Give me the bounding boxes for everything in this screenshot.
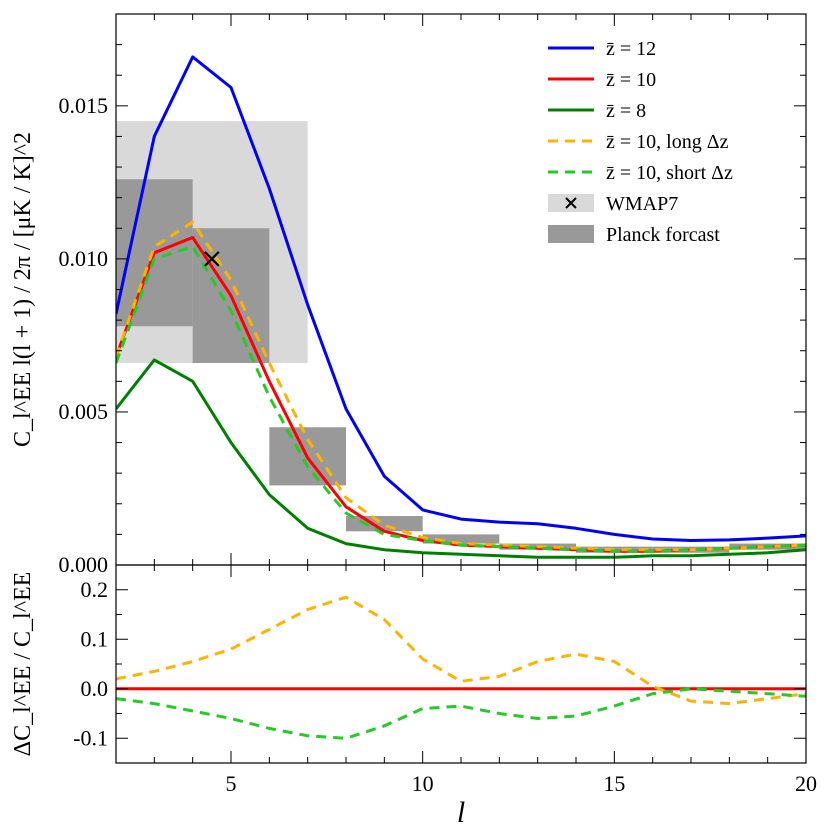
top-panel-ticks: 0.000 0.005 0.010 0.015 [59,14,807,577]
legend-label: z̄ = 10 [606,69,656,91]
y-tick-label: 0.0 [81,676,109,701]
y-tick-label: 0.000 [59,552,109,577]
difference-lines [116,595,806,740]
legend-item: WMAP7 [548,193,678,215]
x-tick-label: 20 [795,771,817,796]
series-z10-short-dz-line [116,245,806,553]
x-tick-label: 10 [412,771,434,796]
legend-label: z̄ = 8 [606,100,646,122]
difference-long-dz-line [116,595,806,706]
top-y-axis-label: C_l^EE l(l + 1) / 2π / [μK / K]^2 [10,132,36,447]
legend-item: z̄ = 10, short Δz [548,162,733,184]
y-tick-label: 0.015 [59,93,109,118]
spectrum-lines [116,55,806,559]
x-tick-label: 5 [226,771,237,796]
y-tick-label: 0.010 [59,246,109,271]
y-tick-label: 0.005 [59,399,109,424]
wmap7-data-point [204,251,220,267]
planck-forecast-box [422,534,500,544]
y-tick-label: -0.1 [73,725,108,750]
y-tick-label: 0.1 [81,626,109,651]
wmap7-marker [204,251,220,267]
series-z8-line [116,358,806,559]
bottom-panel-relative-difference: 5 10 15 20 -0.1 0.0 0.1 0.2 ΔC_l^EE / C_l^EE l [10,564,817,829]
y-tick-label: 0.2 [81,577,109,602]
planck-forecast-box [346,516,423,532]
error-boxes [116,121,806,553]
bottom-y-axis-label: ΔC_l^EE / C_l^EE [10,572,36,757]
legend-item: Planck forcast [548,224,720,246]
difference-short-dz-line [116,687,806,740]
bottom-panel-frame [115,564,807,764]
bottom-panel-ticks: 5 10 15 20 -0.1 0.0 0.1 0.2 [73,565,817,796]
legend-item: z̄ = 12 [548,38,656,60]
legend-label: z̄ = 12 [606,38,656,60]
legend-label: WMAP7 [606,193,678,215]
legend-item: z̄ = 8 [548,100,646,122]
x-tick-label: 15 [603,771,625,796]
legend-swatch [548,225,594,243]
series-z12-line [116,55,806,542]
legend-cross-icon [565,197,577,209]
legend-label: z̄ = 10, short Δz [606,162,733,184]
legend-label: z̄ = 10, long Δz [606,131,729,153]
legend-item: z̄ = 10 [548,69,656,91]
legend-item: z̄ = 10, long Δz [548,131,729,153]
x-axis-label: l [457,796,465,829]
legend: z̄ = 12 z̄ = 10 z̄ = 8 z̄ = 10, long Δz z̄ =… [548,38,733,246]
legend-label: Planck forcast [606,224,720,246]
